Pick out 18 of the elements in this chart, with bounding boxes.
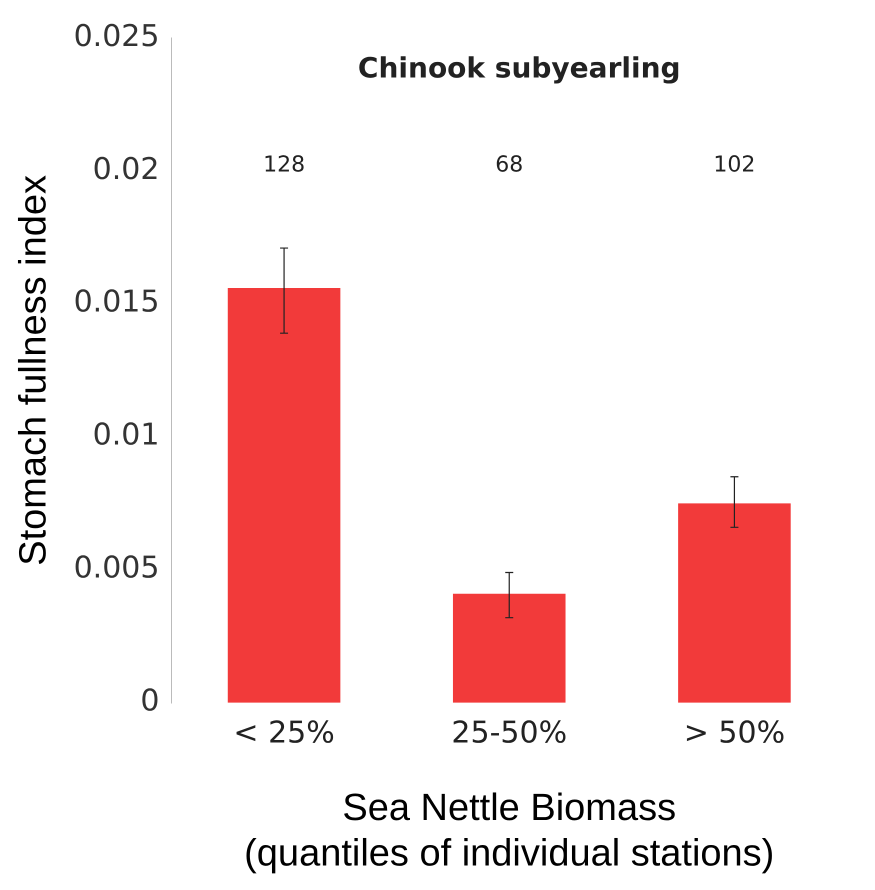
bar [452,594,566,703]
y-tick-label: 0.005 [74,550,160,586]
y-tick-label: 0 [140,684,160,719]
annotation: 102 [713,152,756,178]
bar [228,288,340,703]
y-tick-label: 0.015 [74,284,160,320]
x-tick-label: 25-50% [451,716,568,751]
y-axis-title: Stomach fullness index [12,175,54,566]
bar [678,503,791,703]
y-tick-label: 0.02 [92,152,160,187]
text: Chinook subyearling [358,51,681,84]
x-tick-label: > 50% [684,716,786,751]
x-axis-title: Sea Nettle Biomass (quantiles of individual stations) [244,787,774,875]
y-tick-label: 0.01 [92,418,160,453]
annotation: 68 [495,152,524,178]
x-tick-label: < 25% [233,716,335,751]
y-tick-label: 0.025 [74,18,160,54]
annotation: 128 [263,152,306,178]
